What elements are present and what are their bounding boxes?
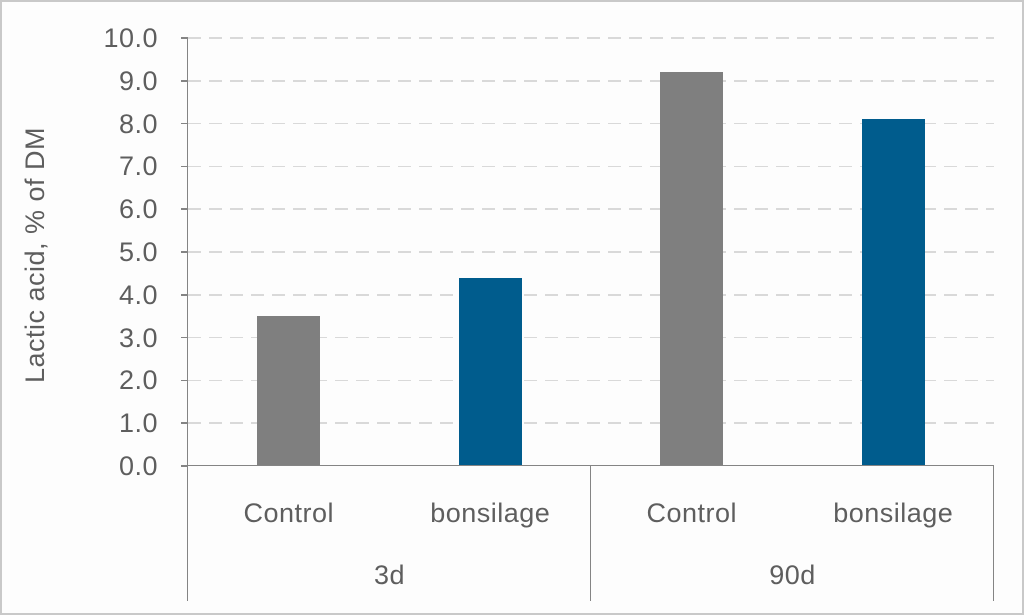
- group-label-90d: 90d: [769, 560, 816, 590]
- category-divider: [992, 466, 994, 601]
- gridline: [188, 422, 994, 424]
- y-tick: [180, 80, 188, 82]
- gridline: [188, 336, 994, 339]
- gridline: [188, 208, 994, 210]
- y-tick-label: 10.0: [103, 23, 158, 53]
- y-tick: [180, 251, 188, 253]
- y-tick: [180, 208, 188, 210]
- group-label-3d: 3d: [373, 560, 406, 590]
- y-tick-label: 1.0: [118, 408, 158, 439]
- gridline: [188, 165, 994, 168]
- series-label-bonsilage-3d: bonsilage: [430, 498, 551, 528]
- y-tick-label: 3.0: [118, 322, 158, 353]
- y-tick: [180, 465, 188, 467]
- gridline: [188, 37, 994, 39]
- bar-control-3d: [257, 316, 321, 466]
- series-label-control-3d: Control: [243, 498, 335, 528]
- series-label-control-90d: Control: [646, 498, 738, 528]
- y-axis-line: [186, 38, 188, 601]
- y-tick: [180, 294, 188, 296]
- y-tick: [180, 122, 188, 125]
- y-tick-label: 0.0: [118, 451, 158, 481]
- y-tick: [180, 165, 188, 168]
- y-tick-label: 6.0: [118, 194, 158, 225]
- x-axis-line: [188, 464, 994, 466]
- y-tick: [180, 37, 188, 39]
- gridline: [188, 294, 994, 296]
- y-tick-label: 5.0: [118, 237, 158, 267]
- y-tick: [180, 379, 188, 382]
- bar-control-90d: [660, 72, 724, 466]
- bar-bonsilage-3d: [458, 277, 522, 466]
- gridline: [188, 122, 994, 125]
- gridline: [188, 379, 994, 382]
- bar-bonsilage-90d: [861, 119, 925, 466]
- category-divider: [589, 466, 591, 601]
- plot-area: [188, 37, 994, 466]
- y-tick-label: 9.0: [118, 65, 158, 96]
- y-tick: [180, 422, 188, 424]
- y-tick-label: 8.0: [118, 108, 158, 139]
- gridline: [188, 251, 994, 253]
- y-tick-label: 4.0: [118, 279, 158, 310]
- y-tick-label: 2.0: [118, 365, 158, 396]
- series-label-bonsilage-90d: bonsilage: [833, 498, 954, 528]
- y-tick-label: 7.0: [118, 151, 158, 182]
- gridline: [188, 80, 994, 82]
- y-tick: [180, 336, 188, 339]
